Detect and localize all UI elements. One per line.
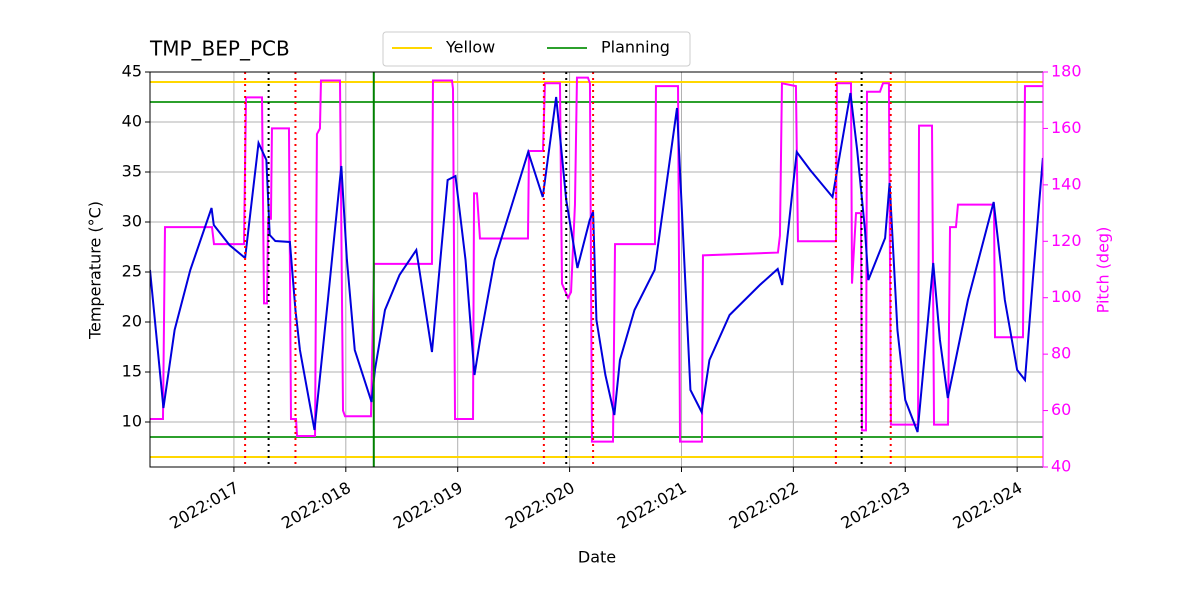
x-tick-label: 2022:017	[166, 478, 242, 533]
legend-label: Planning	[601, 38, 670, 57]
data-line	[150, 92, 1043, 433]
x-tick-label: 2022:018	[278, 478, 354, 533]
y-tick-label: 40	[122, 112, 142, 131]
x-tick-label: 2022:021	[614, 478, 690, 533]
y2-axis-label: Pitch (deg)	[1094, 227, 1113, 314]
y-tick-label: 45	[122, 62, 142, 81]
x-tick-label: 2022:022	[726, 478, 802, 533]
y-tick-label: 10	[122, 412, 142, 431]
y-tick-label: 20	[122, 312, 142, 331]
y2-tick-label: 60	[1051, 400, 1071, 419]
y2-tick-label: 40	[1051, 457, 1071, 476]
data-line	[150, 76, 1043, 443]
y2-tick-label: 160	[1051, 118, 1082, 137]
x-tick-label: 2022:023	[838, 478, 914, 533]
y-tick-label: 35	[122, 162, 142, 181]
x-tick-label: 2022:020	[502, 478, 578, 533]
x-axis-label: Date	[578, 548, 616, 567]
y2-tick-label: 100	[1051, 287, 1082, 306]
y-tick-label: 25	[122, 262, 142, 281]
legend-box	[382, 31, 691, 67]
y-tick-label: 15	[122, 362, 142, 381]
y2-tick-label: 180	[1051, 62, 1082, 81]
chart-title: TMP_BEP_PCB	[149, 37, 290, 61]
y2-tick-label: 140	[1051, 174, 1082, 193]
x-tick-label: 2022:019	[390, 478, 466, 533]
x-tick-label: 2022:024	[950, 478, 1026, 533]
y-axis-label: Temperature (°C)	[86, 201, 105, 340]
plot-area	[150, 72, 1043, 467]
legend-label: Yellow	[445, 38, 495, 57]
y2-tick-label: 80	[1051, 344, 1071, 363]
y2-tick-label: 120	[1051, 231, 1082, 250]
y-tick-label: 30	[122, 212, 142, 231]
